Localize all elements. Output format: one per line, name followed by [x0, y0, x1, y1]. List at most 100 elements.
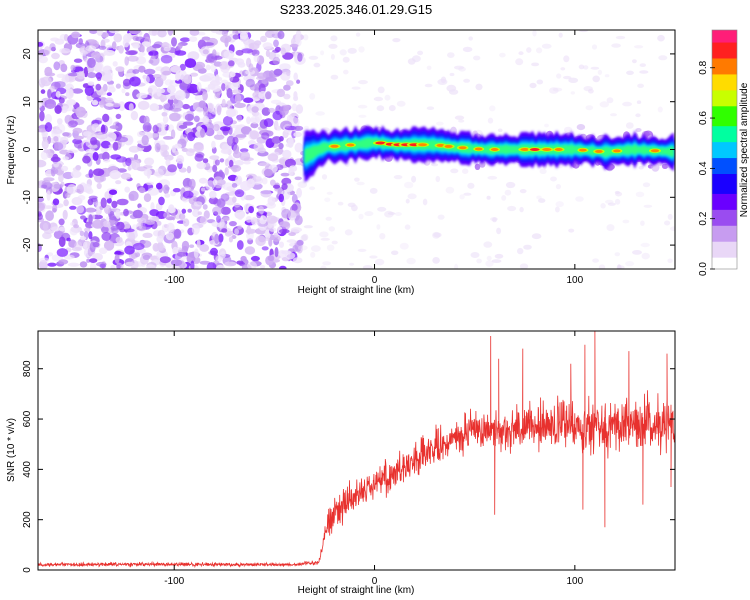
snr-x-tick-label: 100 — [566, 576, 583, 587]
noise-blob — [210, 247, 218, 256]
noise-blob — [160, 97, 165, 103]
noise-blob — [539, 168, 547, 174]
noise-blob — [115, 209, 121, 219]
noise-blob — [107, 84, 115, 89]
noise-blob — [141, 41, 150, 46]
noise-blob — [150, 202, 155, 212]
spectrogram-x-tick-label: -100 — [164, 275, 184, 286]
noise-blob — [221, 143, 230, 154]
noise-blob — [328, 226, 335, 232]
noise-blob — [269, 30, 279, 35]
noise-blob — [230, 164, 242, 172]
noise-blob — [95, 83, 102, 91]
colorbar-band — [712, 225, 737, 230]
noise-blob — [246, 116, 251, 125]
noise-blob — [202, 42, 214, 46]
noise-blob — [269, 227, 277, 232]
noise-blob — [388, 105, 396, 112]
noise-blob — [407, 193, 417, 200]
noise-blob — [263, 118, 274, 128]
noise-blob — [137, 131, 144, 138]
noise-blob — [591, 44, 598, 50]
noise-blob — [74, 241, 83, 251]
noise-blob — [293, 91, 298, 99]
noise-blob — [384, 94, 391, 101]
noise-blob — [167, 207, 176, 214]
colorbar-band — [712, 169, 737, 174]
noise-blob — [138, 219, 143, 230]
noise-blob — [263, 168, 273, 177]
noise-blob — [320, 50, 325, 56]
noise-blob — [532, 30, 537, 37]
noise-blob — [313, 62, 321, 68]
noise-blob — [211, 84, 222, 92]
snr-y-label: SNR (10 * v/v) — [6, 418, 17, 482]
noise-blob — [128, 103, 134, 112]
noise-blob — [202, 115, 210, 125]
noise-blob — [54, 38, 65, 45]
noise-blob — [273, 232, 279, 238]
noise-blob — [235, 49, 244, 56]
noise-blob — [641, 252, 650, 260]
noise-blob — [144, 68, 156, 75]
noise-blob — [177, 43, 183, 49]
noise-blob — [138, 65, 146, 73]
noise-blob — [127, 32, 132, 40]
noise-blob — [73, 58, 83, 63]
noise-blob — [196, 162, 206, 170]
noise-blob — [40, 89, 46, 94]
colorbar-band — [712, 77, 737, 83]
noise-blob — [62, 105, 74, 112]
noise-blob — [486, 195, 491, 200]
noise-blob — [212, 164, 218, 173]
noise-blob — [159, 144, 170, 152]
noise-blob — [555, 206, 560, 213]
noise-blob — [492, 217, 497, 223]
noise-blob — [118, 101, 126, 112]
noise-blob — [396, 100, 406, 107]
noise-blob — [597, 69, 603, 75]
noise-blob — [483, 241, 493, 248]
noise-blob — [411, 175, 417, 183]
noise-blob — [239, 151, 251, 162]
noise-blob — [211, 140, 216, 149]
noise-blob — [111, 41, 117, 50]
noise-blob — [470, 252, 480, 258]
noise-blob — [588, 88, 594, 94]
noise-blob — [606, 97, 614, 104]
noise-blob — [112, 141, 119, 151]
noise-blob — [143, 75, 150, 85]
noise-blob — [664, 220, 671, 226]
noise-blob — [179, 260, 185, 269]
noise-blob — [194, 61, 206, 70]
noise-blob — [173, 99, 184, 110]
noise-blob — [144, 157, 155, 166]
noise-blob — [96, 30, 103, 36]
noise-blob — [199, 215, 208, 225]
noise-blob — [67, 72, 79, 77]
noise-blob — [147, 187, 159, 196]
noise-blob — [377, 86, 385, 94]
colorbar-band — [712, 33, 737, 39]
noise-blob — [541, 43, 552, 49]
noise-blob — [298, 245, 308, 251]
ridge-hotspot-core — [458, 146, 467, 150]
noise-blob — [391, 250, 399, 256]
noise-blob — [170, 129, 176, 139]
noise-blob — [92, 168, 105, 176]
noise-blob — [150, 55, 156, 59]
noise-blob — [86, 188, 94, 195]
noise-blob — [362, 265, 373, 269]
spectrogram-x-tick-label: 0 — [372, 275, 378, 286]
noise-blob — [196, 82, 202, 92]
noise-blob — [46, 152, 54, 159]
ridge-hotspot-core — [520, 148, 530, 151]
noise-blob — [196, 239, 201, 248]
colorbar-band — [712, 85, 737, 91]
noise-blob — [293, 131, 302, 138]
noise-blob — [578, 30, 589, 33]
noise-blob — [54, 105, 62, 114]
noise-blob — [87, 198, 94, 206]
noise-blob — [172, 246, 179, 255]
noise-blob — [280, 47, 286, 56]
